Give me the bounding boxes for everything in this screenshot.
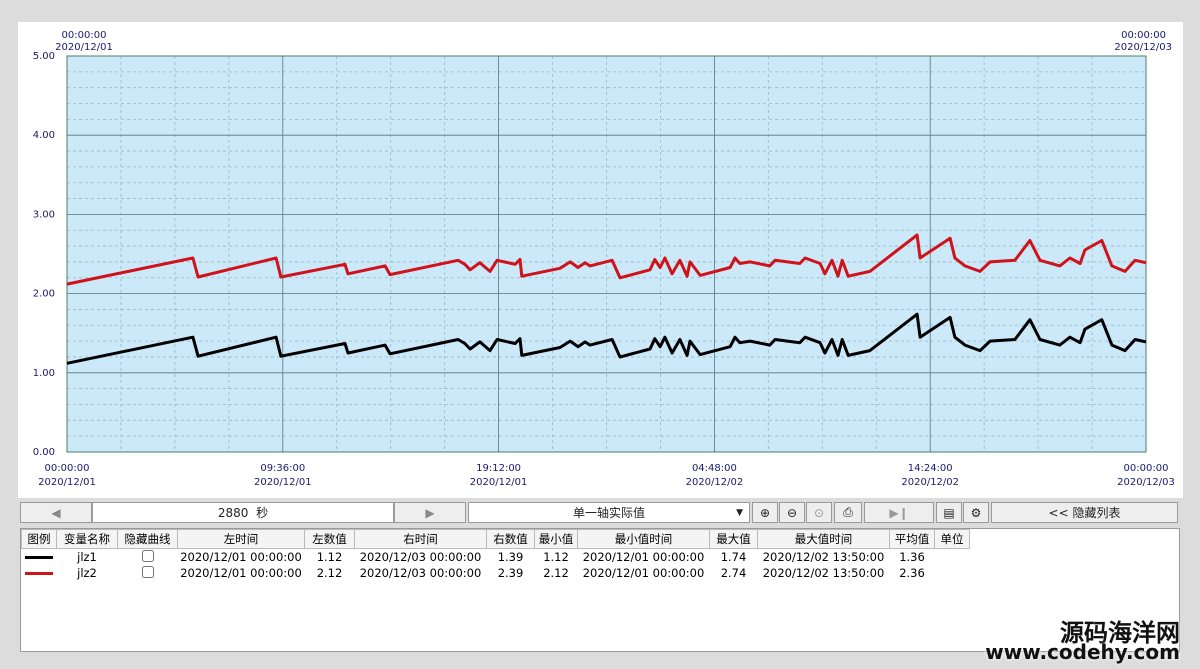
y-tick-label: 0.00 xyxy=(33,447,55,458)
zoom-out-button[interactable]: ⊖ xyxy=(779,502,805,523)
table-cell: 1.12 xyxy=(316,550,343,564)
x-tick-date: 2020/12/02 xyxy=(901,477,959,488)
hide-checkbox[interactable] xyxy=(141,549,154,562)
unit-cell xyxy=(935,549,970,566)
table-cell: 2.39 xyxy=(497,566,524,580)
table-cell: 1.12 xyxy=(543,550,569,564)
table-cell: 2020/12/02 13:50:00 xyxy=(762,566,885,580)
scroll-right-button[interactable]: ▶ xyxy=(394,502,466,523)
column-header[interactable]: 最大值时间 xyxy=(757,529,890,549)
x-tick-label: 00:00:00 xyxy=(1124,463,1169,474)
series-line xyxy=(66,312,1147,365)
x-tick-label: 14:24:00 xyxy=(908,463,953,474)
column-header[interactable]: 右时间 xyxy=(354,529,487,549)
print-button[interactable]: ⎙ xyxy=(834,502,862,523)
hide-cell xyxy=(118,565,178,581)
variable-name: jlz1 xyxy=(77,550,97,564)
column-header[interactable]: 右数值 xyxy=(486,529,535,549)
table-cell: 2020/12/03 00:00:00 xyxy=(359,566,482,580)
mode-dropdown[interactable]: 单一轴实际值 ▼ xyxy=(468,502,750,523)
range-start-time: 00:00:00 xyxy=(62,30,107,41)
legend-swatch xyxy=(25,571,53,575)
chart: 00:00:00 2020/12/01 00:00:00 2020/12/03 … xyxy=(18,22,1183,498)
legend-swatch xyxy=(25,555,53,559)
table-row[interactable]: jlz1 2020/12/01 00:00:00 1.12 2020/12/03 00… xyxy=(22,549,970,566)
column-header[interactable]: 平均值 xyxy=(889,529,935,549)
variable-table: 图例 变量名称 隐藏曲线 左时间 左数值 右时间 右数值 最小值 最小值时间 最大值 最大值时间 平均… xyxy=(21,529,970,581)
mode-text: 单一轴实际值 xyxy=(572,506,645,520)
table-cell: 2020/12/01 00:00:00 xyxy=(180,566,302,580)
table-cell: 1.36 xyxy=(899,550,925,564)
legend-cell xyxy=(22,549,57,566)
y-tick-label: 5.00 xyxy=(33,51,55,62)
x-tick-date: 2020/12/03 xyxy=(1117,477,1175,488)
scroll-left-button[interactable]: ◀ xyxy=(20,502,92,523)
hide-checkbox[interactable] xyxy=(141,565,154,578)
watermark-title: 源码海洋网 xyxy=(1060,619,1180,647)
hide-cell xyxy=(118,549,178,566)
column-header[interactable]: 最小值时间 xyxy=(577,529,710,549)
zoom-in-button[interactable]: ⊕ xyxy=(752,502,778,523)
range-start-date: 2020/12/01 xyxy=(55,42,113,53)
y-tick-label: 1.00 xyxy=(33,368,55,379)
range-end-date: 2020/12/03 xyxy=(1114,42,1172,53)
x-tick-date: 2020/12/02 xyxy=(686,477,744,488)
x-tick-label: 19:12:00 xyxy=(476,463,521,474)
zoom-reset-button[interactable]: ⊙ xyxy=(806,502,832,523)
watermark-url: www.codehy.com xyxy=(985,640,1180,664)
grid xyxy=(66,55,1147,453)
table-cell: 2.12 xyxy=(543,566,569,580)
column-header[interactable]: 隐藏曲线 xyxy=(117,529,178,549)
x-tick-date: 2020/12/01 xyxy=(470,477,528,488)
span-field[interactable]: 2880 秒 xyxy=(92,502,394,523)
x-tick-date: 2020/12/01 xyxy=(38,477,96,488)
table-cell: 2020/12/03 00:00:00 xyxy=(359,550,482,564)
pause-button[interactable]: ▶❙ xyxy=(864,502,934,523)
export-button[interactable]: ▤ xyxy=(936,502,962,523)
table-cell: 1.39 xyxy=(497,550,524,564)
y-tick-label: 4.00 xyxy=(33,130,55,141)
series-line xyxy=(66,233,1147,286)
x-tick-label: 00:00:00 xyxy=(45,463,90,474)
unit-cell xyxy=(935,565,970,581)
column-header[interactable]: 变量名称 xyxy=(56,529,118,549)
legend-cell xyxy=(22,565,57,581)
y-tick-label: 3.00 xyxy=(33,209,55,220)
table-cell: 2020/12/01 00:00:00 xyxy=(582,550,705,564)
x-tick-label: 09:36:00 xyxy=(260,463,305,474)
table-cell: 2020/12/01 00:00:00 xyxy=(582,566,705,580)
column-header[interactable]: 图例 xyxy=(21,529,57,549)
table-cell: 2020/12/02 13:50:00 xyxy=(762,550,885,564)
span-value: 2880 xyxy=(217,505,249,520)
range-end-time: 00:00:00 xyxy=(1121,30,1166,41)
y-tick-label: 2.00 xyxy=(33,289,55,300)
column-header[interactable]: 最大值 xyxy=(709,529,758,549)
settings-button[interactable]: ⚙ xyxy=(963,502,989,523)
table-cell: 2.74 xyxy=(720,566,747,580)
variable-name: jlz2 xyxy=(77,566,97,580)
x-tick-date: 2020/12/01 xyxy=(254,477,312,488)
column-header[interactable]: 左时间 xyxy=(177,529,305,549)
table-cell: 2.12 xyxy=(316,566,343,580)
span-unit: 秒 xyxy=(256,506,269,520)
column-header[interactable]: 最小值 xyxy=(534,529,578,549)
table-row[interactable]: jlz2 2020/12/01 00:00:00 2.12 2020/12/03 00… xyxy=(22,565,970,581)
column-header[interactable]: 单位 xyxy=(934,529,970,549)
table-cell: 2020/12/01 00:00:00 xyxy=(180,550,302,564)
x-tick-label: 04:48:00 xyxy=(692,463,737,474)
table-cell: 2.36 xyxy=(899,566,925,580)
variable-table-panel: 图例 变量名称 隐藏曲线 左时间 左数值 右时间 右数值 最小值 最小值时间 最大值 最大值时间 平均… xyxy=(20,528,1180,652)
hide-list-button[interactable]: << 隐藏列表 xyxy=(991,502,1178,523)
table-cell: 1.74 xyxy=(720,550,747,564)
column-header[interactable]: 左数值 xyxy=(304,529,355,549)
